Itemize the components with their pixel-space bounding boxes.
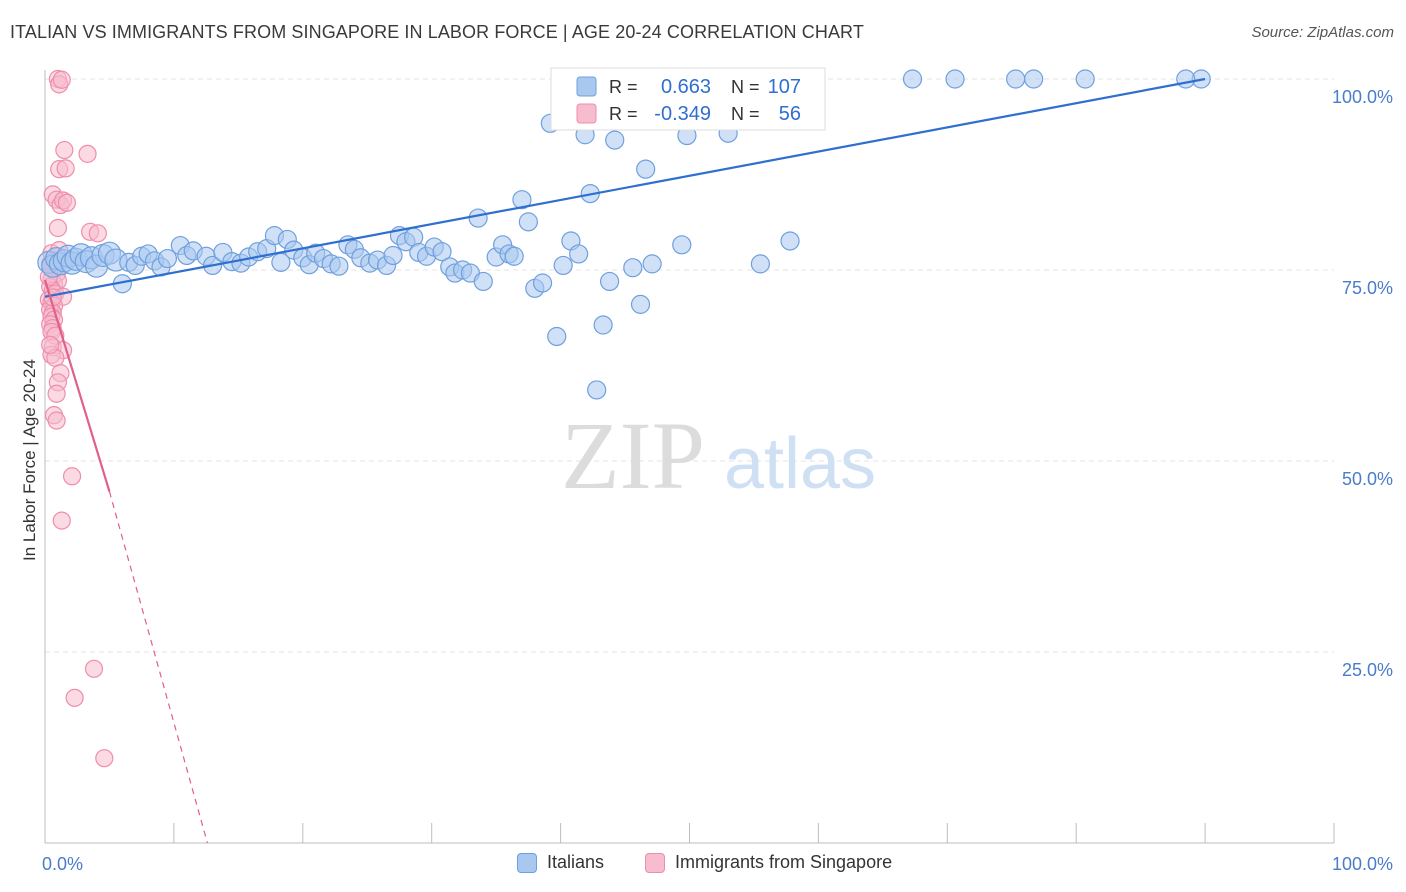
legend-top: R = 0.663 N = 107 R = -0.349 N = 56	[550, 67, 826, 131]
y-tick-labels: 100.0% 75.0% 50.0% 25.0%	[1332, 87, 1393, 680]
legend-n-label-2: N =	[731, 104, 760, 124]
legend-item-singapore: Immigrants from Singapore	[645, 852, 892, 873]
singapore-point	[62, 467, 82, 486]
italians-point	[587, 380, 607, 400]
singapore-point	[41, 335, 60, 354]
italians-point	[432, 242, 452, 262]
grid-lines	[45, 78, 1334, 653]
italians-legend-label: Italians	[547, 852, 605, 872]
legend-bottom: Italians Immigrants from Singapore	[0, 852, 1406, 878]
italians-point	[553, 255, 573, 276]
legend-r-value-1: 0.663	[661, 76, 711, 98]
singapore-trend-line	[43, 279, 111, 492]
legend-n-value-1: 107	[768, 76, 801, 98]
singapore-point	[84, 659, 104, 678]
italians-trend-line	[44, 77, 1206, 298]
y-tick-label: 75.0%	[1342, 278, 1393, 298]
italians-point	[780, 231, 800, 251]
chart-title: ITALIAN VS IMMIGRANTS FROM SINGAPORE IN …	[10, 22, 864, 42]
singapore-legend-label: Immigrants from Singapore	[675, 852, 893, 872]
italians-point	[1024, 69, 1044, 89]
legend-swatch-italians	[576, 76, 597, 97]
singapore-point	[47, 384, 66, 403]
italians-point	[636, 159, 656, 179]
legend-n-label-1: N =	[731, 77, 760, 97]
watermark-atlas: atlas	[724, 424, 876, 504]
italians-point	[547, 326, 567, 347]
italians-point	[1006, 69, 1026, 89]
singapore-point	[95, 749, 114, 768]
legend-item-italians: Italians	[517, 852, 604, 873]
italians-point	[672, 235, 692, 255]
singapore-point	[52, 511, 71, 530]
italians-point	[504, 246, 524, 266]
italians-point	[532, 273, 553, 293]
italians-point	[512, 190, 532, 210]
italians-point	[1075, 69, 1095, 89]
x-tick-labels: 0.0% 100.0%	[42, 854, 1393, 874]
italians-point	[157, 248, 178, 269]
italians-point	[945, 69, 965, 89]
trend-lines	[43, 77, 1206, 844]
singapore-point	[48, 218, 67, 238]
italians-point	[750, 254, 770, 274]
y-tick-label: 50.0%	[1342, 469, 1393, 489]
watermark-zip: ZIP	[561, 402, 705, 509]
legend-top-box	[550, 67, 826, 131]
singapore-swatch	[645, 852, 665, 873]
italians-point	[518, 212, 538, 232]
source-credit: Source: ZipAtlas.com	[1251, 24, 1394, 41]
singapore-point	[56, 159, 75, 178]
italians-point	[473, 271, 493, 292]
italians-point	[593, 315, 613, 335]
italians-swatch	[517, 852, 537, 873]
singapore-trend-extension	[108, 491, 208, 844]
singapore-point	[52, 70, 71, 89]
singapore-point	[78, 144, 97, 163]
italians-point	[569, 244, 589, 264]
x-tick-label: 100.0%	[1332, 854, 1393, 874]
legend-r-label-2: R =	[609, 104, 638, 124]
singapore-point	[57, 193, 77, 212]
italians-point	[383, 245, 403, 266]
singapore-points	[39, 69, 114, 768]
singapore-point	[55, 140, 74, 160]
italians-point	[642, 254, 662, 274]
singapore-point	[88, 224, 107, 243]
italians-point	[329, 256, 349, 276]
italians-point	[902, 69, 923, 89]
italians-point	[468, 208, 488, 228]
singapore-point	[65, 688, 84, 707]
singapore-point	[47, 411, 66, 430]
legend-swatch-singapore	[576, 103, 597, 124]
italians-point	[623, 258, 643, 278]
watermark: ZIP atlas	[561, 402, 876, 509]
y-tick-label: 25.0%	[1342, 660, 1393, 680]
italians-point	[630, 294, 651, 314]
legend-r-label-1: R =	[609, 77, 638, 97]
y-tick-label: 100.0%	[1332, 87, 1393, 107]
italians-point	[599, 271, 620, 292]
x-tick-label: 0.0%	[42, 854, 83, 874]
italians-point	[1176, 69, 1196, 89]
italians-point	[605, 130, 625, 150]
legend-n-value-2: 56	[779, 103, 801, 125]
legend-r-value-2: -0.349	[654, 103, 711, 125]
